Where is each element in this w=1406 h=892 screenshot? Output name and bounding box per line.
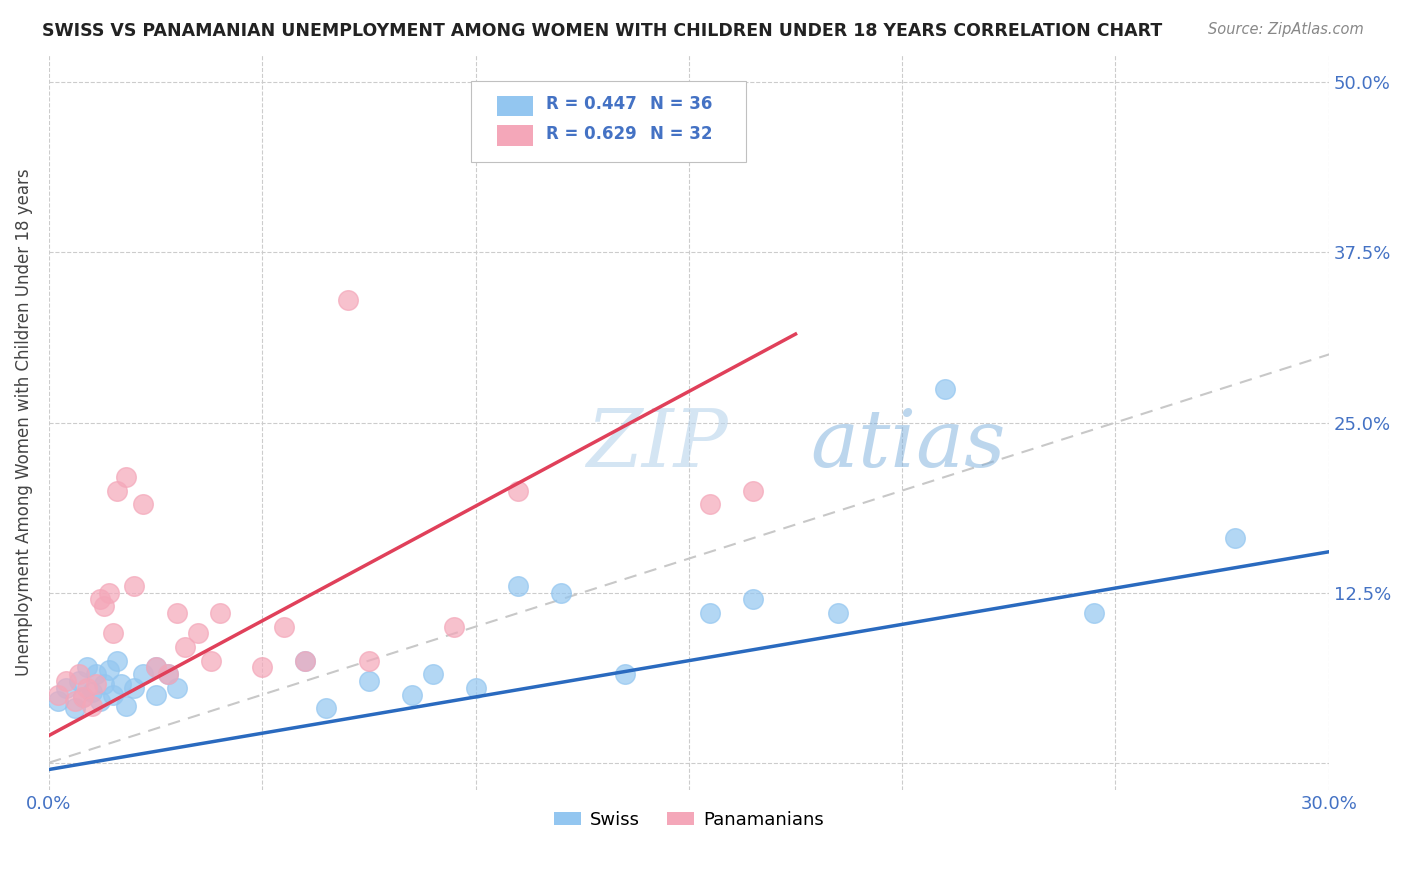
Y-axis label: Unemployment Among Women with Children Under 18 years: Unemployment Among Women with Children U… (15, 169, 32, 676)
Point (741, 592, 763, 607)
Point (443, 620, 465, 634)
Point (105, 483, 128, 498)
Point (80, 685, 103, 699)
Point (63, 701, 86, 715)
Point (550, 585, 572, 599)
Point (76, 660, 98, 674)
Point (114, 698, 136, 713)
Point (336, 293, 359, 307)
Point (1083, 606, 1105, 620)
Point (294, 654, 316, 668)
Point (145, 660, 167, 674)
Point (93, 599, 115, 614)
FancyBboxPatch shape (496, 95, 533, 116)
Point (699, 497, 721, 511)
Point (84, 667, 107, 681)
Point (124, 579, 146, 593)
Point (508, 579, 530, 593)
Point (114, 470, 136, 484)
Point (145, 660, 167, 674)
Point (741, 483, 763, 498)
Legend: Swiss, Panamanians: Swiss, Panamanians (547, 804, 831, 836)
Point (934, 382, 956, 396)
Point (63, 694, 86, 708)
Point (101, 626, 124, 640)
Point (97, 585, 120, 599)
Point (613, 667, 636, 681)
Text: R = 0.447: R = 0.447 (546, 95, 637, 113)
Text: N = 36: N = 36 (651, 95, 713, 113)
Point (132, 667, 155, 681)
Point (67, 667, 90, 681)
Point (508, 483, 530, 498)
Point (200, 654, 222, 668)
Point (55, 674, 77, 689)
Point (294, 654, 316, 668)
Point (97, 663, 120, 677)
Point (273, 620, 295, 634)
Text: atias: atias (810, 406, 1005, 483)
Point (401, 688, 423, 702)
Point (93, 677, 115, 691)
Point (132, 497, 155, 511)
Text: ZIP: ZIP (586, 406, 728, 483)
Point (89, 592, 111, 607)
Point (166, 606, 188, 620)
Point (46, 694, 69, 708)
Point (1223, 531, 1246, 545)
Point (67, 674, 90, 689)
Text: R = 0.629: R = 0.629 (546, 125, 637, 143)
Point (464, 681, 486, 695)
Point (252, 660, 274, 674)
Point (72, 690, 94, 705)
Point (827, 606, 849, 620)
Point (84, 677, 107, 691)
Point (72, 690, 94, 705)
Point (110, 677, 132, 691)
Text: Source: ZipAtlas.com: Source: ZipAtlas.com (1208, 22, 1364, 37)
Point (124, 681, 146, 695)
Point (145, 688, 167, 702)
Point (157, 667, 180, 681)
Text: N = 32: N = 32 (651, 125, 713, 143)
Point (46, 688, 69, 702)
Point (174, 640, 197, 654)
Point (315, 701, 337, 715)
Point (357, 674, 380, 689)
Point (187, 626, 209, 640)
FancyBboxPatch shape (471, 81, 747, 161)
Point (89, 694, 111, 708)
Point (208, 606, 231, 620)
Point (101, 688, 124, 702)
Point (422, 667, 444, 681)
Point (357, 654, 380, 668)
Point (166, 681, 188, 695)
Point (699, 606, 721, 620)
Point (157, 667, 180, 681)
Text: SWISS VS PANAMANIAN UNEMPLOYMENT AMONG WOMEN WITH CHILDREN UNDER 18 YEARS CORREL: SWISS VS PANAMANIAN UNEMPLOYMENT AMONG W… (42, 22, 1163, 40)
Point (76, 681, 98, 695)
Point (105, 654, 128, 668)
Point (80, 698, 103, 713)
Point (55, 681, 77, 695)
FancyBboxPatch shape (496, 125, 533, 145)
